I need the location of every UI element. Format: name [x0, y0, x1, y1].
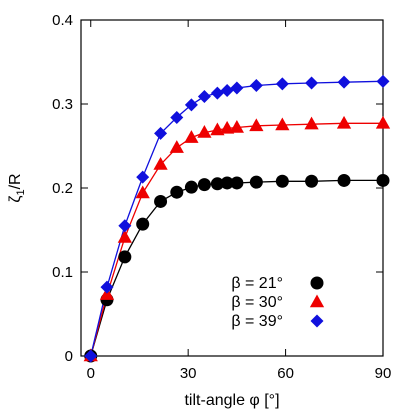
data-point	[184, 180, 198, 194]
data-point	[197, 89, 211, 103]
data-point	[337, 173, 351, 187]
legend-marker	[310, 314, 324, 328]
data-point	[118, 219, 132, 233]
x-tick-label: 90	[375, 365, 392, 382]
y-axis-label-tail: /R	[7, 173, 24, 189]
data-point	[229, 120, 244, 133]
x-tick-label: 60	[277, 365, 294, 382]
series-line	[90, 122, 383, 357]
y-axis-label-subscript: 1	[15, 189, 27, 195]
data-point	[210, 86, 224, 100]
data-point	[118, 250, 132, 264]
data-point	[220, 84, 234, 98]
data-point	[117, 230, 132, 243]
legend: β = 21° β = 30° β = 39°	[231, 275, 325, 330]
data-point	[197, 178, 211, 192]
x-tick-label: 0	[87, 365, 95, 382]
data-point	[249, 79, 263, 93]
legend-marker	[309, 294, 325, 308]
data-point	[169, 140, 184, 153]
data-point	[220, 120, 235, 134]
data-point	[230, 176, 244, 190]
y-tick-label: 0.2	[52, 180, 73, 197]
data-point	[84, 349, 98, 363]
data-point	[249, 118, 264, 132]
data-point	[136, 170, 150, 184]
data-point	[304, 116, 319, 130]
x-tick-label: 30	[180, 365, 197, 382]
x-axis-label: tilt-angle φ [°]	[184, 392, 279, 409]
data-point	[154, 126, 168, 140]
y-tick-label: 0	[65, 348, 73, 365]
data-point	[275, 77, 289, 91]
data-point	[249, 175, 263, 189]
data-point	[305, 76, 319, 90]
series-line	[90, 80, 384, 357]
data-point	[170, 110, 184, 124]
y-axis-label: ζ1/R	[7, 173, 27, 202]
data-point	[100, 280, 114, 294]
y-axis-label-main: ζ	[7, 196, 24, 203]
data-point	[197, 125, 212, 138]
data-point	[375, 115, 391, 129]
data-point	[275, 117, 290, 131]
legend-label: β = 39°	[231, 313, 283, 330]
y-tick-label: 0.3	[52, 96, 73, 113]
data-point	[136, 217, 150, 231]
series-markers	[83, 74, 391, 363]
data-point	[135, 185, 150, 199]
legend-label: β = 21°	[231, 275, 283, 292]
data-point	[220, 176, 234, 190]
data-point	[154, 194, 168, 208]
data-point	[336, 115, 352, 129]
y-tick-label: 0.1	[52, 264, 73, 281]
data-point	[337, 75, 351, 89]
data-point	[170, 185, 184, 199]
data-point	[210, 177, 224, 191]
data-point	[376, 74, 390, 88]
data-point	[184, 98, 198, 112]
legend-label: β = 30°	[231, 294, 283, 311]
data-point	[376, 173, 390, 187]
svg-text:ζ1/R: ζ1/R	[7, 173, 27, 202]
data-point	[230, 81, 244, 95]
data-point	[275, 174, 289, 188]
data-point	[184, 130, 199, 143]
data-point	[153, 156, 168, 170]
data-point	[305, 174, 319, 188]
legend-marker	[310, 276, 324, 290]
y-tick-label: 0.4	[52, 12, 73, 29]
ticks: 0 30 60 90 0 0.1 0.2 0.3 0.4	[52, 12, 391, 382]
